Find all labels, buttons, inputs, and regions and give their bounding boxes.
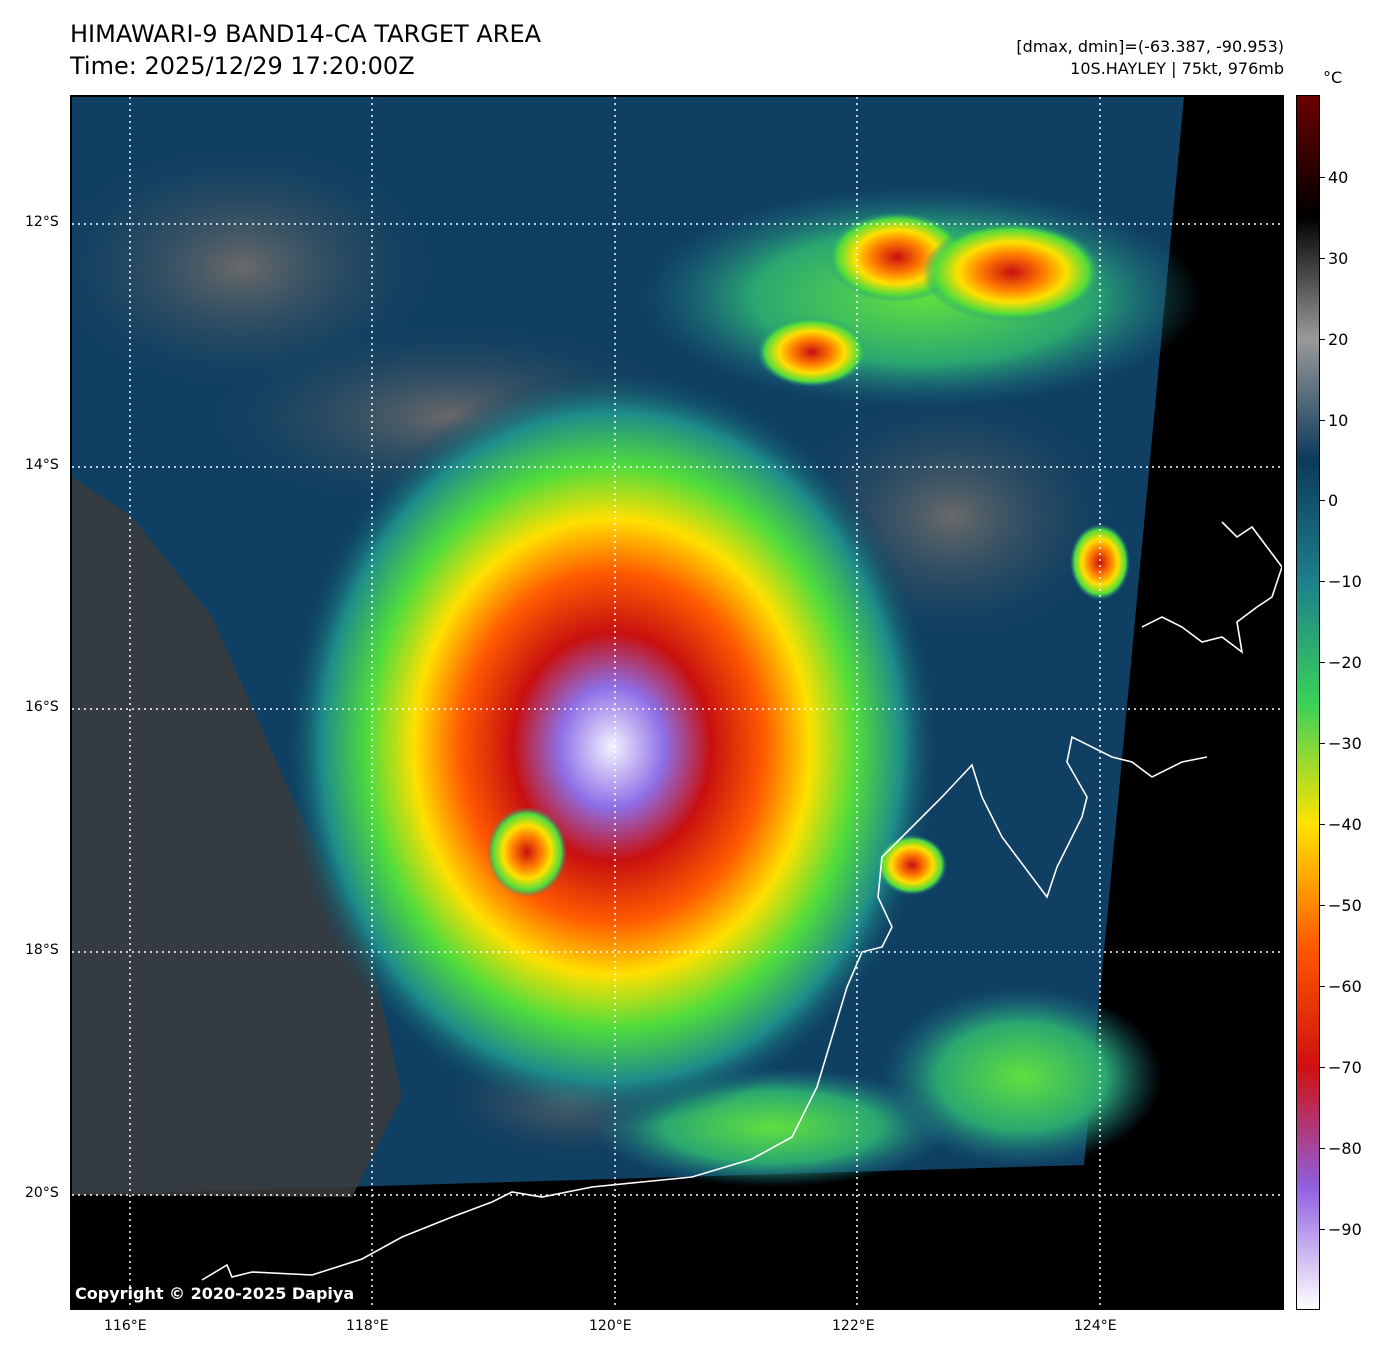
colorbar-tick [1320, 1067, 1325, 1068]
lon-label-118e: 118°E [346, 1318, 389, 1334]
colorbar-tick [1320, 1229, 1325, 1230]
lon-label-124e: 124°E [1074, 1318, 1117, 1334]
lat-label-20s: 20°S [25, 1185, 59, 1201]
satellite-map [70, 95, 1284, 1310]
map-title: HIMAWARI-9 BAND14-CA TARGET AREA [70, 20, 542, 48]
colorbar-label: −40 [1328, 815, 1362, 834]
colorbar-tick [1320, 824, 1325, 825]
colorbar-label: −70 [1328, 1058, 1362, 1077]
colorbar-label: 40 [1328, 168, 1349, 187]
copyright-text: Copyright © 2020-2025 Dapiya [75, 1284, 355, 1303]
colorbar-label: 0 [1328, 491, 1339, 510]
colorbar-tick [1320, 905, 1325, 906]
colorbar-label: 10 [1328, 411, 1349, 430]
colorbar-tick [1320, 258, 1325, 259]
lat-label-12s: 12°S [25, 214, 59, 230]
satellite-imagery [72, 97, 1282, 1308]
lon-label-116e: 116°E [104, 1318, 147, 1334]
colorbar-tick [1320, 1148, 1325, 1149]
map-time: Time: 2025/12/29 17:20:00Z [70, 52, 415, 80]
colorbar-label: 30 [1328, 249, 1349, 268]
lat-label-14s: 14°S [25, 457, 59, 473]
lon-label-120e: 120°E [589, 1318, 632, 1334]
colorbar-label: −90 [1328, 1220, 1362, 1239]
colorbar-tick [1320, 500, 1325, 501]
colorbar-tick [1320, 420, 1325, 421]
lat-label-16s: 16°S [25, 699, 59, 715]
colorbar-tick [1320, 177, 1325, 178]
colorbar-label: −10 [1328, 572, 1362, 591]
range-readout: [dmax, dmin]=(-63.387, -90.953) [1016, 37, 1284, 56]
colorbar-label: −50 [1328, 896, 1362, 915]
colorbar-tick [1320, 339, 1325, 340]
storm-info: 10S.HAYLEY | 75kt, 976mb [1070, 59, 1284, 78]
colorbar-label: 20 [1328, 330, 1349, 349]
colorbar-label: −30 [1328, 734, 1362, 753]
colorbar-label: −80 [1328, 1139, 1362, 1158]
colorbar-tick [1320, 581, 1325, 582]
colorbar-label: −20 [1328, 653, 1362, 672]
lon-label-122e: 122°E [832, 1318, 875, 1334]
colorbar-tick [1320, 743, 1325, 744]
colorbar-tick [1320, 986, 1325, 987]
colorbar [1296, 95, 1320, 1310]
colorbar-label: −60 [1328, 977, 1362, 996]
colorbar-tick [1320, 662, 1325, 663]
lat-label-18s: 18°S [25, 942, 59, 958]
colorbar-unit: °C [1323, 68, 1343, 87]
